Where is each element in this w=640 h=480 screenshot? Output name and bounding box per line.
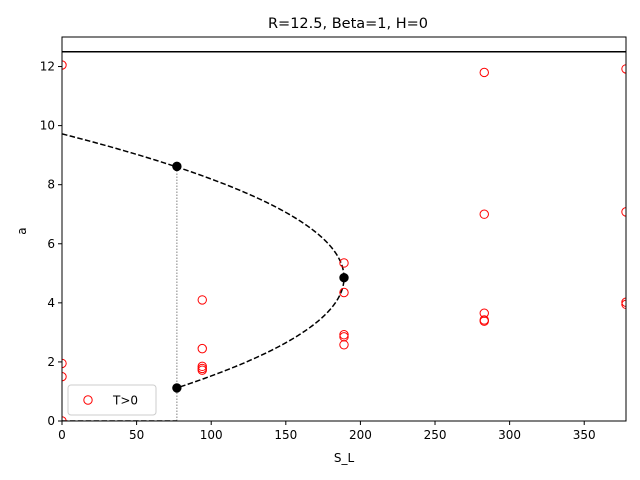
data-point [62,371,67,382]
x-tick-label: 200 [349,428,372,442]
x-tick-label: 150 [274,428,297,442]
key-point [172,383,182,393]
key-point [339,273,349,283]
data-point [339,258,349,268]
data-point [479,316,489,326]
legend: T>0 [67,384,157,416]
x-tick-label: 100 [200,428,223,442]
x-tick-label: 50 [129,428,144,442]
y-tick-label: 6 [47,237,55,251]
y-tick-label: 2 [47,355,55,369]
legend-marker [83,395,93,405]
x-tick-label: 0 [58,428,66,442]
axes-frame [61,36,627,422]
data-point [197,295,207,305]
data-point [479,67,489,78]
y-tick-label: 10 [40,119,55,133]
y-tick-label: 8 [47,178,55,192]
x-tick-label: 350 [573,428,596,442]
data-point [62,358,67,369]
key-point [172,161,182,172]
data-point [339,287,349,298]
plot-area: 0 50 100 150 200 250 300 350 0 2 4 6 8 10 12 T>0 [40,36,627,442]
legend-label: T>0 [112,394,138,408]
legend-box [67,384,157,416]
y-tick-label: 12 [40,60,55,74]
data-point [197,365,207,375]
data-point [197,343,207,354]
data-point [339,340,349,350]
x-tick-label: 300 [498,428,521,442]
x-tick-label: 250 [424,428,447,442]
chart-title: R=12.5, Beta=1, H=0 [268,16,428,32]
y-tick-label: 0 [47,414,55,428]
data-point [479,209,489,219]
data-point [62,60,67,70]
x-axis-label: S_L [334,451,355,465]
y-axis-label: a [15,227,29,234]
y-tick-label: 4 [47,296,55,310]
